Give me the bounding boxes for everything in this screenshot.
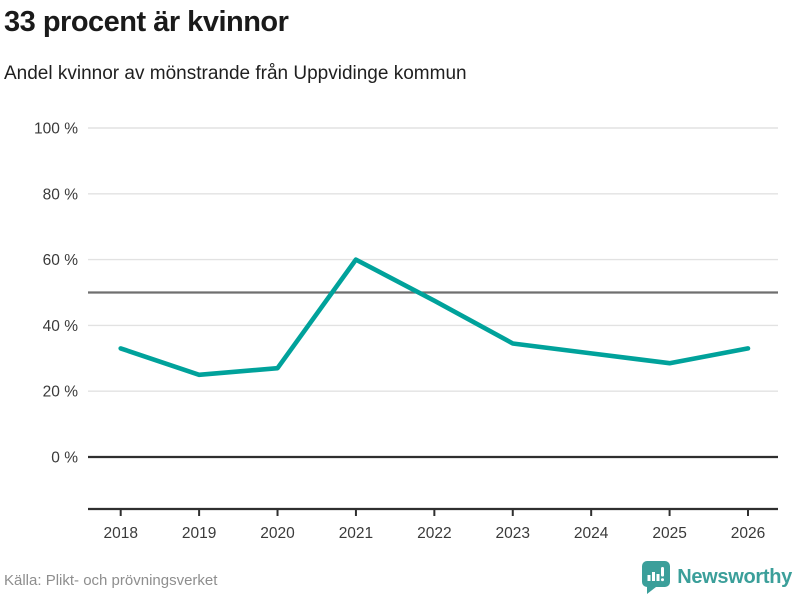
y-tick-label-60: 60 % bbox=[43, 252, 79, 269]
x-tick-label-2023: 2023 bbox=[496, 525, 530, 542]
brand-name: Newsworthy bbox=[677, 566, 792, 588]
x-tick-label-2020: 2020 bbox=[260, 525, 295, 542]
y-tick-label-20: 20 % bbox=[43, 384, 79, 401]
line-chart: 0 % 20 % 40 % 60 % 80 % 100 % 2018 2019 2020 2021… bbox=[34, 121, 778, 542]
y-tick-label-0: 0 % bbox=[51, 450, 78, 467]
newsworthy-logo-icon bbox=[642, 561, 671, 594]
y-tick-label-40: 40 % bbox=[43, 318, 79, 335]
page-title: 33 procent är kvinnor bbox=[4, 6, 289, 38]
y-tick-label-80: 80 % bbox=[43, 186, 79, 203]
source-attribution: Källa: Plikt- och prövningsverket bbox=[4, 572, 218, 589]
x-tick-label-2019: 2019 bbox=[182, 525, 216, 542]
x-tick-label-2021: 2021 bbox=[339, 525, 373, 542]
x-tick-label-2022: 2022 bbox=[417, 525, 451, 542]
chart-footer: Källa: Plikt- och prövningsverket Newswo… bbox=[0, 558, 800, 600]
data-line-andel-kvinnor bbox=[118, 257, 751, 378]
newsworthy-brand: Newsworthy bbox=[642, 561, 792, 594]
y-tick-label-100: 100 % bbox=[34, 121, 78, 138]
x-tick-label-2026: 2026 bbox=[731, 525, 765, 542]
chart-header: 33 procent är kvinnor Andel kvinnor av m… bbox=[4, 0, 796, 85]
x-tick-label-2025: 2025 bbox=[652, 525, 686, 542]
x-tick-label-2024: 2024 bbox=[574, 525, 609, 542]
x-tick-label-2018: 2018 bbox=[103, 525, 137, 542]
chart-subtitle: Andel kvinnor av mönstrande från Uppvidi… bbox=[4, 63, 467, 84]
